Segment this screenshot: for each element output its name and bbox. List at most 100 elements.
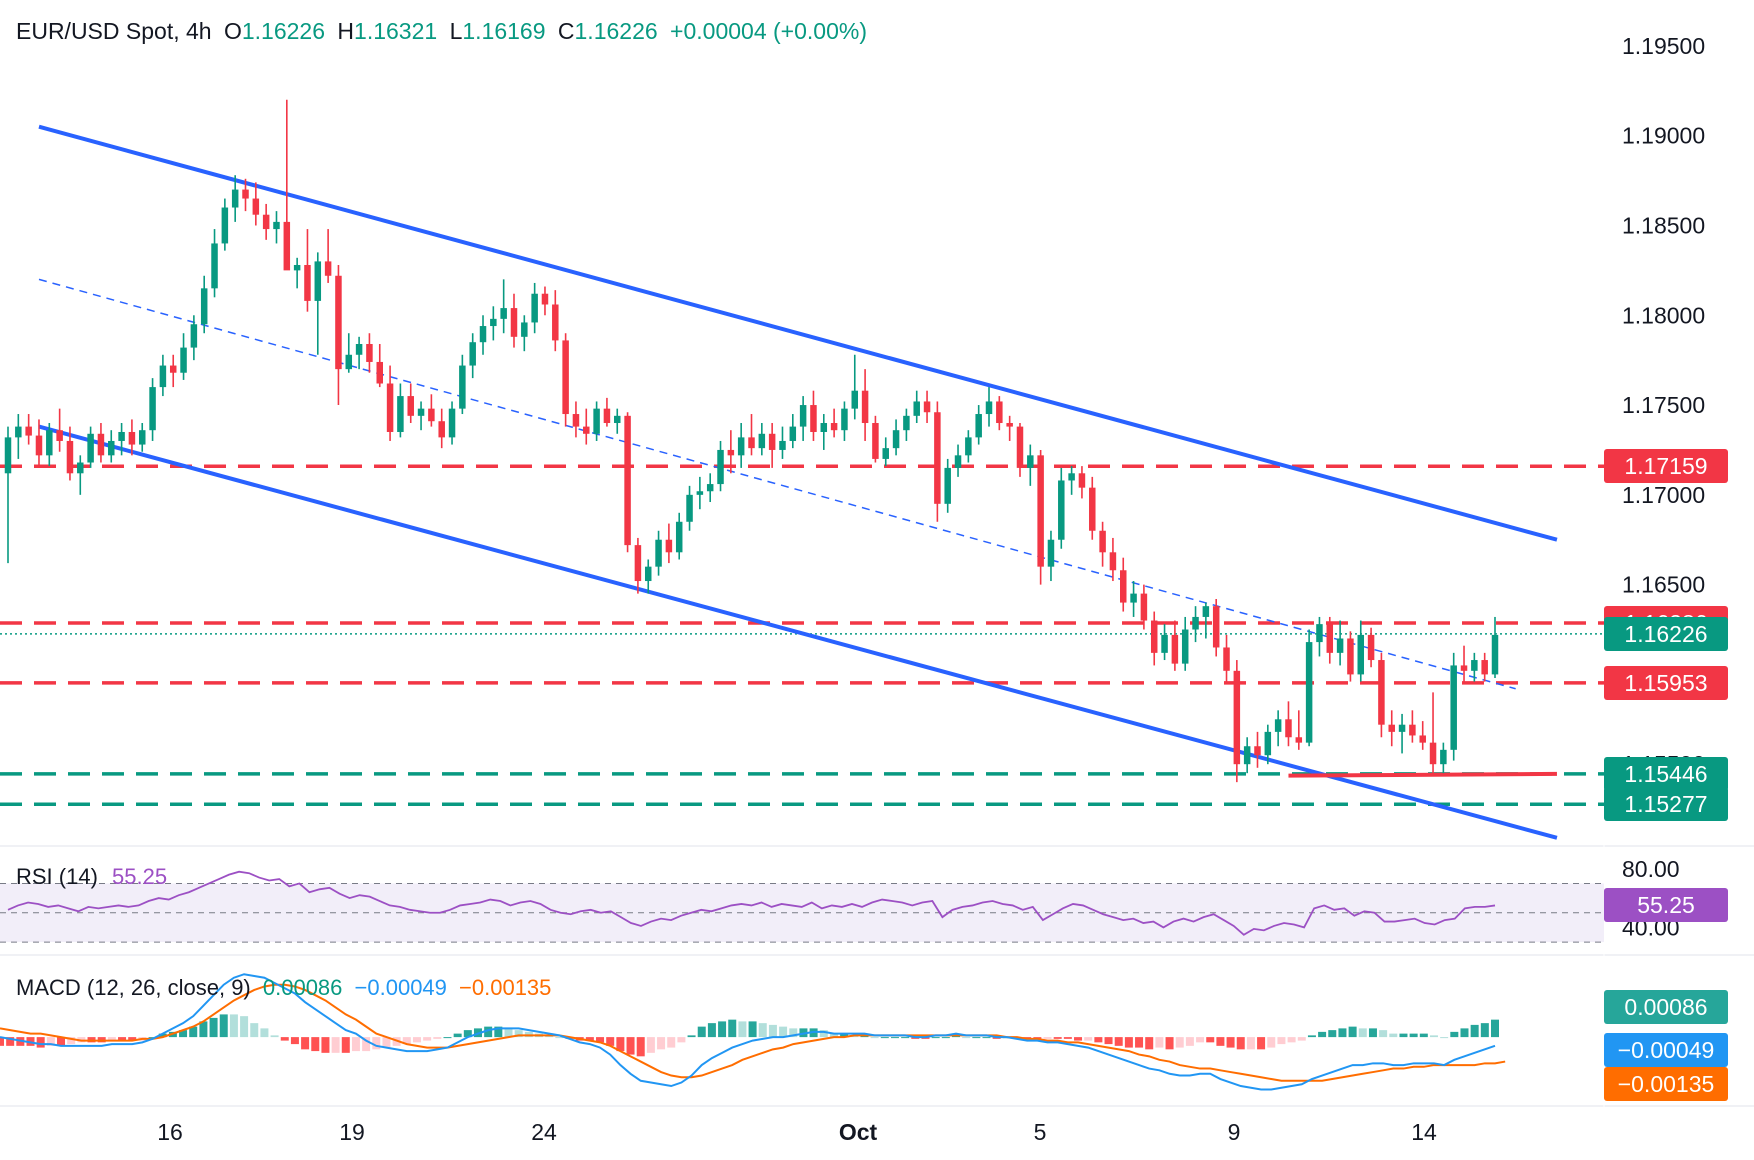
macd-line-header: −0.00049 [354, 975, 447, 1000]
macd-histogram-bar [1450, 1031, 1459, 1038]
macd-histogram-bar [1491, 1019, 1499, 1038]
macd-histogram-bar [738, 1021, 747, 1038]
candle [1037, 449, 1044, 585]
candle-body [397, 396, 404, 432]
candle [1460, 645, 1468, 682]
last-price-badge: 1.16226 [1604, 616, 1728, 651]
candle [386, 365, 394, 441]
candle [634, 537, 642, 594]
candle [366, 333, 373, 373]
candle-body [861, 390, 869, 424]
candle [614, 408, 621, 434]
time-tick-label: 9 [1228, 1119, 1241, 1145]
candle [841, 401, 848, 441]
candle [15, 414, 22, 459]
candle [118, 423, 125, 456]
candle [1378, 652, 1385, 738]
candle-body [1058, 480, 1065, 540]
candle-body [231, 189, 239, 208]
candle [1419, 721, 1426, 750]
candle-body [810, 405, 817, 432]
candle [737, 423, 745, 468]
macd-histogram-bar [1236, 1037, 1245, 1050]
macd-histogram-bar [626, 1037, 635, 1055]
macd-histogram-bar [1094, 1037, 1103, 1043]
time-tick-label: 5 [1034, 1119, 1047, 1145]
candle-body [1419, 735, 1426, 743]
candle-body [562, 340, 569, 415]
macd-histogram-bar [433, 1037, 442, 1039]
macd-histogram-bar [158, 1033, 167, 1038]
candle [108, 430, 115, 463]
macd-histogram-bar [209, 1017, 218, 1038]
candle-body [634, 545, 642, 582]
candle-body [1233, 670, 1241, 765]
candle [1078, 466, 1086, 499]
macd-histogram-bar [1185, 1037, 1194, 1046]
macd-histogram-bar [718, 1021, 727, 1038]
candle-body [996, 401, 1003, 424]
macd-histogram-bar [677, 1037, 686, 1043]
macd-histogram-bar [1287, 1037, 1296, 1043]
candle [1099, 521, 1106, 567]
trendline-channel-mid [38, 278, 1516, 690]
candle-body [314, 261, 322, 301]
close-value: 1.16226 [574, 18, 658, 44]
candle [180, 333, 187, 380]
candle [293, 257, 301, 289]
macd-histogram-bar [311, 1037, 320, 1052]
level-badge: 1.15953 [1604, 665, 1728, 700]
macd-histogram-bar [789, 1028, 798, 1038]
candle-body [1037, 455, 1044, 567]
macd-histogram-bar [779, 1026, 788, 1038]
macd-histogram-bar [1429, 1035, 1438, 1038]
macd-histogram-bar [972, 1037, 981, 1039]
time-tick-label: 19 [339, 1119, 365, 1145]
candle [675, 512, 683, 560]
candle [1471, 652, 1478, 682]
candle-body [221, 207, 229, 244]
candle [1481, 652, 1488, 682]
macd-histogram-bar [1053, 1037, 1062, 1039]
candle [345, 333, 353, 373]
macd-histogram-bar [901, 1037, 910, 1039]
macd-histogram-bar [1063, 1037, 1072, 1039]
candle-body [1202, 606, 1210, 617]
candle [35, 419, 43, 468]
macd-histogram-bar [1379, 1030, 1388, 1038]
macd-histogram-bar [606, 1037, 615, 1046]
candle [655, 530, 662, 576]
candle [417, 401, 425, 431]
trendline-channel-top [38, 124, 1558, 542]
macd-histogram-bar [1175, 1037, 1184, 1048]
candle-body [1264, 731, 1272, 756]
candle [1357, 620, 1365, 682]
macd-histogram-bar [768, 1024, 777, 1038]
price-tick-label: 1.17000 [1622, 482, 1705, 508]
candle [851, 354, 859, 420]
macd-histogram-bar [1470, 1024, 1479, 1038]
candle-body [1471, 660, 1478, 671]
time-tick-label: Oct [839, 1119, 878, 1145]
macd-histogram-bar [1043, 1037, 1052, 1039]
macd-histogram-bar [982, 1037, 991, 1039]
macd-histogram-bar [219, 1014, 228, 1038]
change-value: +0.00004 (+0.00%) [670, 18, 867, 44]
rsi-value-badge: 55.25 [1604, 888, 1728, 923]
macd-histogram-bar [1440, 1037, 1449, 1039]
candle-body [500, 308, 507, 319]
macd-histogram-bar [1328, 1030, 1337, 1038]
macd-histogram-bar [1165, 1037, 1174, 1050]
candle-body [934, 412, 941, 504]
candle [25, 414, 32, 445]
macd-histogram-bar [57, 1037, 66, 1046]
candle-body [1161, 634, 1168, 653]
candle [810, 390, 817, 441]
macd-histogram-bar [321, 1037, 330, 1053]
candle-body [438, 421, 445, 438]
candle [438, 408, 445, 449]
candle [355, 336, 363, 370]
candle-body [923, 401, 931, 413]
price-tick-label: 1.19000 [1622, 123, 1705, 149]
